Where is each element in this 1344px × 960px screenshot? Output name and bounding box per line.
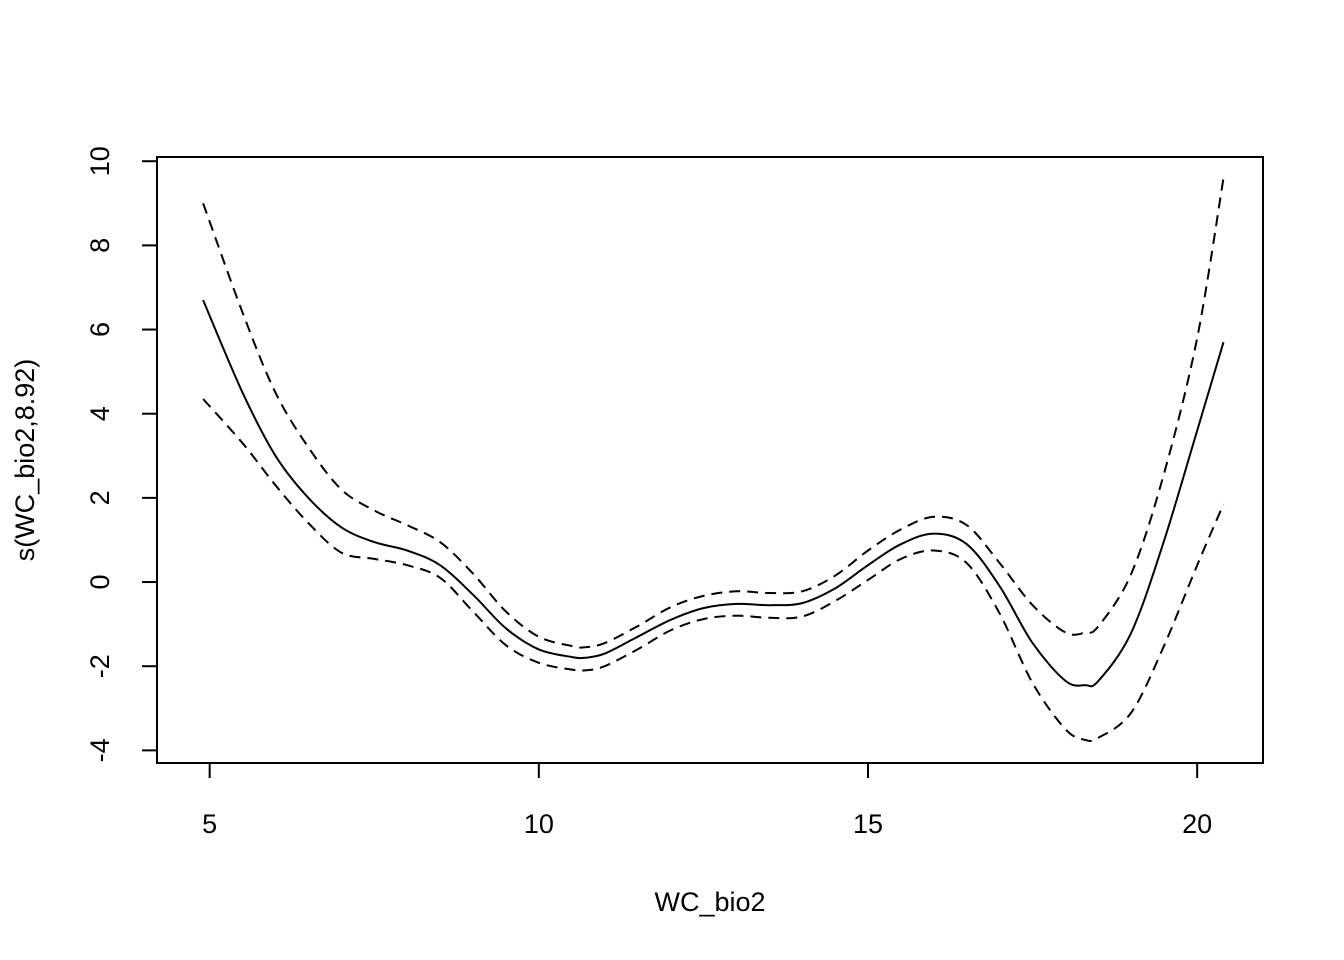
x-tick-label: 20 <box>1182 809 1212 839</box>
x-axis-title: WC_bio2 <box>654 887 765 917</box>
x-tick-label: 15 <box>853 809 883 839</box>
y-tick-label: 0 <box>85 574 115 589</box>
series-line-lower-se <box>202 398 1225 743</box>
plot-frame <box>156 156 1264 764</box>
y-tick-label: 2 <box>85 490 115 505</box>
y-tick-label: 10 <box>85 146 115 176</box>
x-tick-label: 5 <box>202 809 217 839</box>
x-axis: 5 10 15 20 <box>202 762 1212 839</box>
y-tick-label: -4 <box>85 738 115 762</box>
series-line-upper-se <box>202 177 1225 649</box>
y-tick-label: -2 <box>85 654 115 678</box>
y-axis: -4 -2 0 2 4 6 8 10 <box>85 146 158 762</box>
series-line-fit <box>202 299 1225 688</box>
y-axis-title: s(WC_bio2,8.92) <box>10 359 40 562</box>
y-tick-label: 8 <box>85 238 115 253</box>
series-layer <box>202 177 1225 743</box>
y-tick-label: 4 <box>85 406 115 421</box>
x-tick-label: 10 <box>524 809 554 839</box>
y-tick-label: 6 <box>85 322 115 337</box>
